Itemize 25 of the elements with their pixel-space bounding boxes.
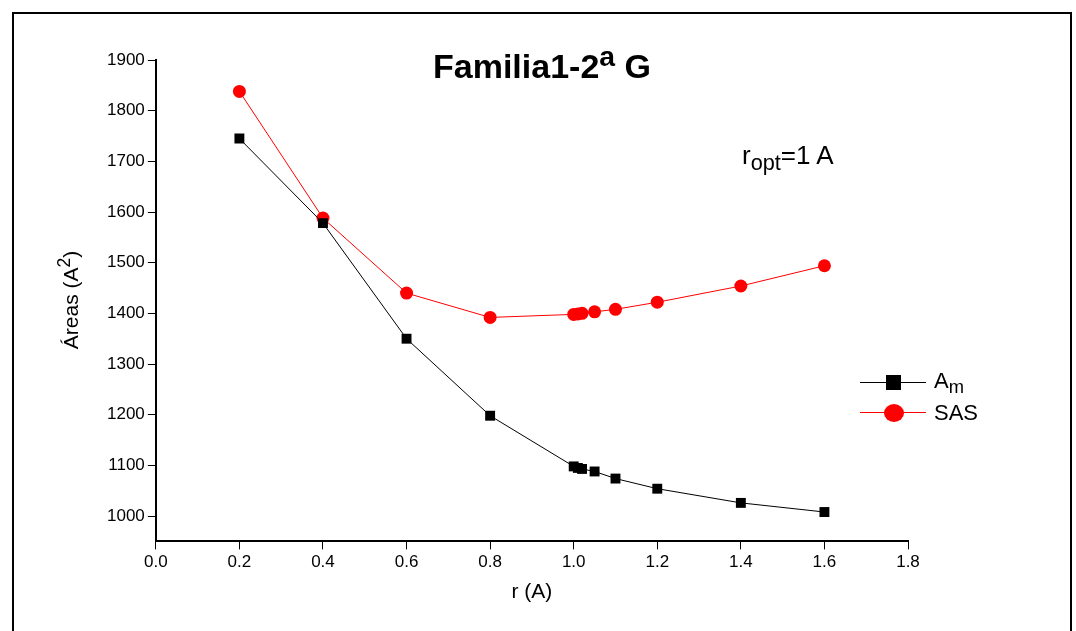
chart-title: Familia1-2$^{a}$ G: [432, 40, 652, 87]
y-tick-label: 1500: [106, 252, 145, 272]
x-tick-label: 1.6: [812, 552, 837, 572]
y-tick-label: 1100: [108, 455, 145, 475]
x-tick-label: 0.0: [144, 552, 168, 572]
annotation: r$_{opt}$=1 A: [742, 140, 834, 177]
y-tick-label: 1800: [106, 100, 145, 120]
y-tick-label: 1200: [106, 404, 145, 424]
y-tick-label: 1900: [106, 49, 145, 69]
y-tick-label: 1400: [106, 303, 145, 323]
x-axis-title: r (A): [511, 579, 553, 603]
x-tick-label: 1.2: [645, 552, 670, 572]
y-tick-label: 1000: [106, 505, 145, 525]
y-tick-label: 1600: [106, 201, 145, 221]
legend-label: SAS: [934, 400, 979, 426]
x-tick-label: 0.2: [227, 552, 252, 572]
x-tick-label: 0.4: [311, 552, 335, 572]
x-tick-label: 0.6: [394, 552, 419, 572]
x-tick-label: 1.0: [561, 552, 586, 572]
legend-label: A$_{m}$: [934, 367, 964, 399]
x-tick-label: 1.8: [896, 552, 920, 572]
y-tick-label: 1700: [106, 151, 145, 171]
y-tick-label: 1300: [106, 353, 145, 373]
x-tick-label: 1.4: [729, 552, 753, 572]
x-tick-label: 0.8: [478, 552, 502, 572]
